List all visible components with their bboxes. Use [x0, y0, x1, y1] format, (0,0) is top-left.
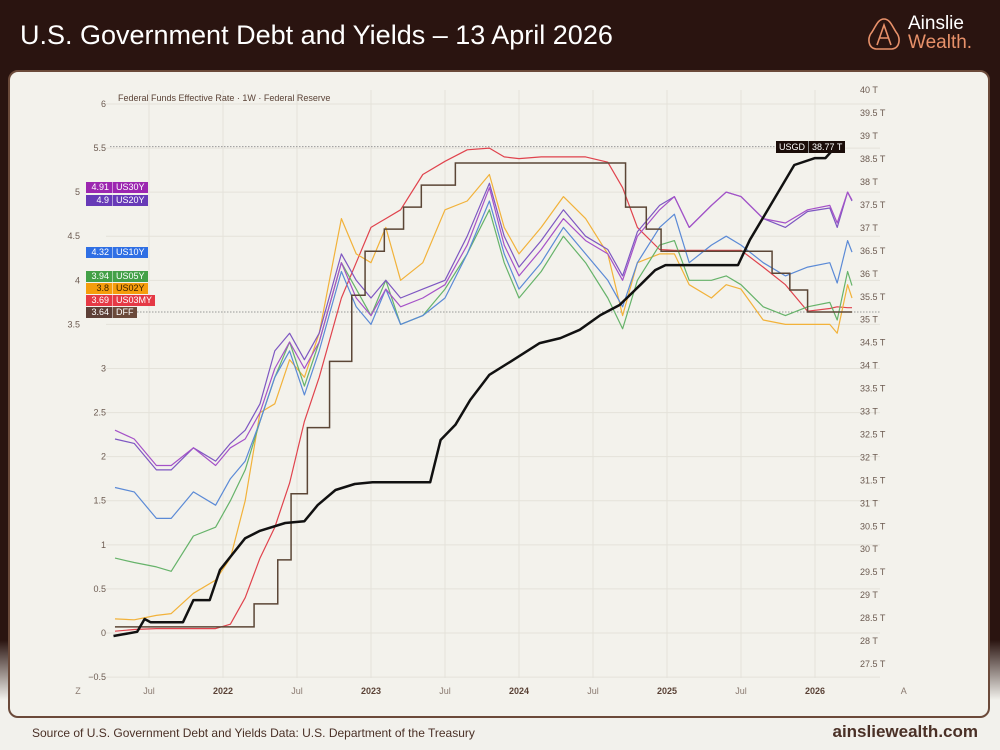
x-tick-label: 2025	[657, 686, 677, 696]
right-tick-label: 36 T	[860, 269, 878, 279]
x-tick-label: Jul	[291, 686, 303, 696]
badge-name: DFF	[113, 307, 137, 318]
badge-value: 3.8	[86, 283, 113, 294]
badge-value: 4.91	[86, 182, 113, 193]
left-tick-label: 6	[101, 99, 106, 109]
right-tick-label: 33 T	[860, 407, 878, 417]
left-tick-label: 0	[101, 628, 106, 638]
x-tick-label: A	[901, 686, 907, 696]
x-tick-label: Jul	[439, 686, 451, 696]
right-tick-label: 37.5 T	[860, 200, 886, 210]
x-tick-label: Z	[75, 686, 81, 696]
right-tick-label: 28 T	[860, 636, 878, 646]
left-tick-label: 5.5	[93, 143, 106, 153]
right-tick-label: 33.5 T	[860, 384, 886, 394]
x-tick-label: 2024	[509, 686, 529, 696]
left-tick-label: −0.5	[88, 672, 106, 682]
left-tick-label: 2	[101, 452, 106, 462]
right-tick-label: 39 T	[860, 131, 878, 141]
right-tick-label: 37 T	[860, 223, 878, 233]
x-tick-label: Jul	[735, 686, 747, 696]
usgd-price-label: USGD 38.77 T	[776, 141, 846, 153]
series-line-usgd	[113, 145, 837, 638]
series-line-us02y	[114, 173, 853, 621]
left-tick-label: 1	[101, 540, 106, 550]
logo: Ainslie Wealth.	[866, 14, 986, 60]
right-tick-label: 28.5 T	[860, 613, 886, 623]
x-tick-label: Jul	[143, 686, 155, 696]
right-tick-label: 29 T	[860, 590, 878, 600]
website-link[interactable]: ainsliewealth.com	[832, 722, 979, 741]
right-tick-label: 30.5 T	[860, 521, 886, 531]
x-tick-label: Jul	[587, 686, 599, 696]
badge-name: US05Y	[116, 271, 145, 281]
series-line-us03my	[114, 147, 852, 632]
right-tick-label: 27.5 T	[860, 659, 886, 669]
left-tick-label: 0.5	[93, 584, 106, 594]
last-value-badge-us20y: 4.9 US20Y	[86, 195, 148, 206]
last-value-badge-us03my: 3.69 US03MY	[86, 295, 156, 306]
x-tick-label: 2026	[805, 686, 825, 696]
right-tick-label: 40 T	[860, 85, 878, 95]
right-tick-label: 32 T	[860, 452, 878, 462]
usgd-label-name: USGD	[779, 142, 806, 152]
left-tick-label: 1.5	[93, 496, 106, 506]
right-tick-label: 34.5 T	[860, 338, 886, 348]
right-tick-label: 35 T	[860, 315, 878, 325]
source-note: Source of U.S. Government Debt and Yield…	[32, 726, 475, 740]
badge-value: 4.32	[86, 247, 113, 258]
usgd-label-value: 38.77 T	[808, 141, 845, 153]
badge-value: 3.69	[86, 295, 113, 306]
right-tick-label: 32.5 T	[860, 429, 886, 439]
last-value-badge-us30y: 4.91 US30Y	[86, 182, 148, 193]
right-tick-label: 34 T	[860, 361, 878, 371]
last-value-badge-us10y: 4.32 US10Y	[86, 247, 148, 258]
badge-value: 3.94	[86, 271, 113, 282]
left-tick-label: 4.5	[67, 231, 80, 241]
right-tick-label: 31 T	[860, 498, 878, 508]
right-tick-label: 36.5 T	[860, 246, 886, 256]
x-tick-label: 2022	[213, 686, 233, 696]
badge-value: 3.64	[86, 307, 113, 318]
left-tick-label: 3	[101, 363, 106, 373]
right-tick-label: 29.5 T	[860, 567, 886, 577]
chart-title: Federal Funds Effective Rate · 1W · Fede…	[118, 93, 331, 103]
logo-line1: Ainslie	[908, 13, 964, 34]
series-line-us30y	[114, 187, 853, 467]
left-tick-label: 5	[75, 187, 80, 197]
right-tick-label: 39.5 T	[860, 108, 886, 118]
x-tick-label: 2023	[361, 686, 381, 696]
left-tick-label: 4	[75, 275, 80, 285]
last-value-badge-us05y: 3.94 US05Y	[86, 271, 148, 282]
badge-name: US20Y	[116, 195, 145, 205]
left-tick-label: 3.5	[67, 319, 80, 329]
badge-name: US30Y	[116, 182, 145, 192]
badge-value: 4.9	[86, 195, 113, 206]
series-line-us10y	[114, 200, 853, 519]
chart-card	[8, 70, 990, 718]
last-value-badge-dff: 3.64 DFF	[86, 307, 137, 318]
badge-name: US03MY	[116, 295, 153, 305]
last-value-badge-us02y: 3.8 US02Y	[86, 283, 148, 294]
logo-line2: Wealth.	[908, 32, 973, 53]
series-line-us05y	[114, 209, 853, 572]
right-tick-label: 38 T	[860, 177, 878, 187]
left-tick-label: 2.5	[93, 408, 106, 418]
right-tick-label: 38.5 T	[860, 154, 886, 164]
right-tick-label: 35.5 T	[860, 292, 886, 302]
right-tick-label: 31.5 T	[860, 475, 886, 485]
page-title: U.S. Government Debt and Yields – 13 Apr…	[20, 20, 613, 50]
right-tick-label: 30 T	[860, 544, 878, 554]
series-line-dff	[114, 162, 852, 628]
badge-name: US10Y	[116, 247, 145, 257]
ainslie-a-icon	[868, 18, 900, 50]
badge-name: US02Y	[116, 283, 145, 293]
